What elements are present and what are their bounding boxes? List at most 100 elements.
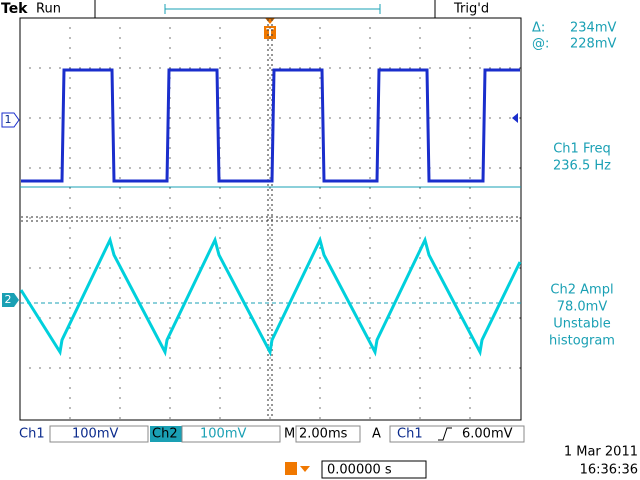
grid-dot xyxy=(269,317,271,319)
grid-dot xyxy=(289,217,291,219)
grid-dot xyxy=(159,67,161,69)
grid-dot xyxy=(261,220,263,222)
grid-dot xyxy=(161,220,163,222)
grid-dot xyxy=(471,220,473,222)
grid-dot xyxy=(419,47,421,49)
grid-dot xyxy=(236,220,238,222)
grid-dot xyxy=(319,377,321,379)
grid-dot xyxy=(159,217,161,219)
grid-dot xyxy=(79,67,81,69)
grid-dot xyxy=(289,67,291,69)
grid-dot xyxy=(489,317,491,319)
grid-dot xyxy=(271,329,273,331)
grid-dot xyxy=(69,67,71,69)
grid-dot xyxy=(369,157,371,159)
grid-dot xyxy=(359,117,361,119)
grid-dot xyxy=(119,367,121,369)
grid-dot xyxy=(446,216,448,218)
grid-dot xyxy=(129,217,131,219)
grid-dot xyxy=(169,267,171,269)
grid-dot xyxy=(381,216,383,218)
grid-dot xyxy=(281,216,283,218)
grid-dot xyxy=(119,167,121,169)
grid-dot xyxy=(69,417,71,419)
grid-dot xyxy=(169,247,171,249)
grid-dot xyxy=(119,317,121,319)
grid-dot xyxy=(469,417,471,419)
grid-dot xyxy=(267,19,269,21)
grid-dot xyxy=(169,367,171,369)
grid-dot xyxy=(311,220,313,222)
grid-dot xyxy=(429,217,431,219)
grid-dot xyxy=(169,207,171,209)
grid-dot xyxy=(219,297,221,299)
grid-dot xyxy=(267,374,269,376)
grid-dot xyxy=(286,216,288,218)
grid-dot xyxy=(469,97,471,99)
grid-dot xyxy=(319,67,321,69)
grid-dot xyxy=(269,167,271,169)
grid-dot xyxy=(389,117,391,119)
grid-dot xyxy=(279,267,281,269)
cursor-at: 228mV xyxy=(570,37,616,52)
grid-dot xyxy=(369,317,371,319)
grid-dot xyxy=(486,216,488,218)
grid-dot xyxy=(369,307,371,309)
grid-dot xyxy=(169,167,171,169)
grid-dot xyxy=(379,317,381,319)
grid-dot xyxy=(219,117,221,119)
grid-dot xyxy=(259,367,261,369)
grid-dot xyxy=(29,267,31,269)
trigger-level-marker xyxy=(512,113,518,123)
grid-dot xyxy=(389,217,391,219)
grid-dot xyxy=(267,139,269,141)
grid-dot xyxy=(31,220,33,222)
grid-dot xyxy=(109,67,111,69)
grid-dot xyxy=(366,220,368,222)
grid-dot xyxy=(271,369,273,371)
grid-dot xyxy=(69,57,71,59)
grid-dot xyxy=(349,67,351,69)
grid-dot xyxy=(267,379,269,381)
run-state: Run xyxy=(36,2,61,17)
grid-dot xyxy=(369,187,371,189)
grid-dot xyxy=(129,317,131,319)
grid-dot xyxy=(509,217,511,219)
cursor-delta-label: Δ: xyxy=(532,21,545,36)
grid-dot xyxy=(219,147,221,149)
grid-dot xyxy=(229,167,231,169)
grid-dot xyxy=(129,267,131,269)
grid-dot xyxy=(69,357,71,359)
grid-dot xyxy=(306,216,308,218)
grid-dot xyxy=(219,37,221,39)
grid-dot xyxy=(319,327,321,329)
grid-dot xyxy=(271,219,273,221)
grid-dot xyxy=(49,167,51,169)
grid-dot xyxy=(271,399,273,401)
grid-dot xyxy=(267,199,269,201)
grid-dot xyxy=(119,57,121,59)
grid-dot xyxy=(219,397,221,399)
grid-dot xyxy=(69,407,71,409)
grid-dot xyxy=(459,217,461,219)
grid-dot xyxy=(39,267,41,269)
grid-dot xyxy=(419,397,421,399)
grid-dot xyxy=(169,277,171,279)
grid-dot xyxy=(206,220,208,222)
grid-dot xyxy=(419,97,421,99)
grid-dot xyxy=(419,77,421,79)
grid-dot xyxy=(119,137,121,139)
grid-dot xyxy=(271,44,273,46)
grid-dot xyxy=(269,57,271,59)
grid-dot xyxy=(69,277,71,279)
grid-dot xyxy=(171,216,173,218)
grid-dot xyxy=(291,220,293,222)
grid-dot xyxy=(369,127,371,129)
grid-dot xyxy=(271,374,273,376)
grid-dot xyxy=(419,137,421,139)
grid-dot xyxy=(119,127,121,129)
grid-dot xyxy=(36,220,38,222)
grid-dot xyxy=(146,216,148,218)
grid-dot xyxy=(476,216,478,218)
grid-dot xyxy=(69,327,71,329)
